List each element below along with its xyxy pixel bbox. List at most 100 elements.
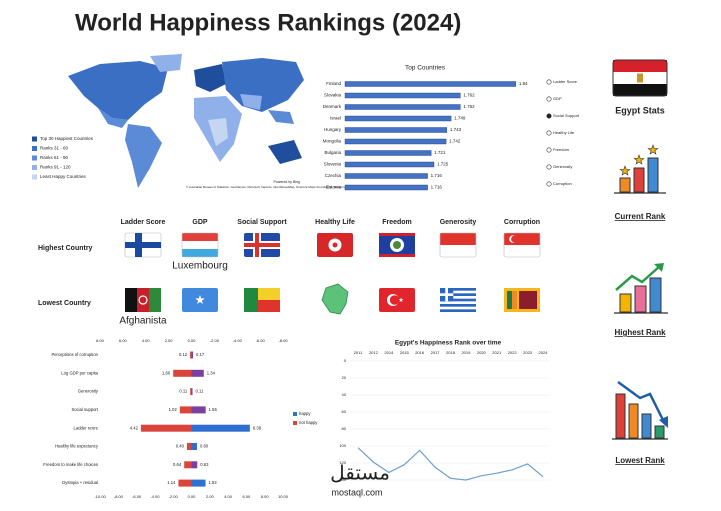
- flag-singapore: [503, 232, 541, 258]
- radio-button[interactable]: [546, 113, 552, 119]
- radio-label[interactable]: Healthy Life: [553, 130, 575, 135]
- column-header: GDP: [192, 219, 208, 226]
- x-tick-label: 2017: [431, 350, 441, 355]
- x-tick-label: 2020: [477, 350, 487, 355]
- legend-label: not happy: [299, 420, 318, 425]
- value-label: 0.17: [196, 352, 205, 357]
- flag-indonesia: [439, 232, 477, 258]
- value-label: 1.725: [437, 162, 449, 167]
- value-label: 6.38: [253, 425, 262, 430]
- y-tick-label: 40: [342, 392, 347, 397]
- watermark-arabic: مستقل: [330, 462, 390, 484]
- category-label: Generosity: [78, 389, 99, 394]
- bar: [344, 173, 428, 179]
- flag-hong-kong: [317, 233, 353, 257]
- value-label: 4.42: [130, 425, 139, 430]
- radio-button[interactable]: [546, 130, 552, 136]
- x2-tick-label: 6.00: [119, 338, 128, 343]
- radio-button[interactable]: [546, 79, 552, 85]
- column-header: Corruption: [504, 219, 540, 226]
- x-tick-label: -6.00: [132, 494, 142, 499]
- radio-label[interactable]: Freedom: [553, 147, 570, 152]
- map-attribution: © Australian Bureau of Statistics, GeoNa…: [186, 185, 355, 189]
- legend-swatch: [293, 421, 297, 425]
- flag-sri-lanka: [504, 288, 540, 312]
- current-rank-icon: [614, 144, 666, 194]
- value-label: 1.716: [431, 173, 443, 178]
- sidebar-link[interactable]: Highest Rank: [614, 328, 666, 337]
- x-tick-label: 2023: [523, 350, 533, 355]
- watermark-latin: mostaql.com: [331, 487, 382, 497]
- category-label: Slovenia: [324, 162, 342, 167]
- sidebar-link[interactable]: Current Rank: [615, 212, 666, 221]
- x2-tick-label: -8.00: [278, 338, 288, 343]
- bar: [191, 424, 250, 432]
- value-label: 1.14: [167, 480, 176, 485]
- value-label: 1.716: [431, 185, 443, 190]
- radio-button[interactable]: [546, 147, 552, 153]
- chart-title: Top Countries: [405, 65, 446, 72]
- radio-label[interactable]: GDP: [553, 96, 562, 101]
- column-header: Social Support: [237, 219, 287, 226]
- radio-button[interactable]: [546, 96, 552, 102]
- y-tick-label: 0: [344, 358, 347, 363]
- radio-label[interactable]: Social Support: [553, 113, 580, 118]
- map-credit: Powered by Bing: [274, 180, 301, 184]
- x-tick-label: 6.00: [243, 494, 252, 499]
- category-label: Czechia: [325, 173, 342, 178]
- value-label: 1.743: [450, 127, 462, 132]
- category-label: Healthy life expectancy: [55, 444, 99, 449]
- x-tick-label: 4.00: [224, 494, 233, 499]
- y-tick-label: 60: [342, 409, 347, 414]
- flag-iceland: [244, 233, 280, 257]
- y-tick-label: 20: [342, 375, 347, 380]
- radio-label[interactable]: Corruption: [553, 181, 572, 186]
- x-tick-label: 2016: [415, 350, 425, 355]
- value-label: 1.60: [162, 370, 171, 375]
- value-label: 1.53: [208, 480, 217, 485]
- bar: [179, 406, 192, 414]
- flag-caption: Luxembourg: [172, 261, 228, 272]
- value-label: 1.02: [169, 407, 178, 412]
- x-tick-label: 8.00: [261, 494, 270, 499]
- value-label: 1.749: [454, 116, 466, 121]
- sidebar-link[interactable]: Lowest Rank: [615, 456, 665, 465]
- y-tick-label: 140: [339, 477, 346, 482]
- category-label: Slovakia: [324, 93, 342, 98]
- bar: [191, 369, 204, 377]
- bar: [191, 461, 198, 469]
- bar: [190, 388, 192, 396]
- y-tick-label: 100: [339, 443, 346, 448]
- map-legend-label: Least Happy Countries: [40, 174, 87, 179]
- map-legend-swatch: [32, 165, 37, 170]
- bar: [190, 351, 192, 359]
- x-tick-label: 2014: [384, 350, 394, 355]
- map-legend-swatch: [32, 155, 37, 161]
- category-label: Perceptions of corruption: [51, 352, 98, 357]
- sidebar-heading: Egypt Stats: [615, 105, 665, 115]
- map-legend-label: Ranks 91 - 120: [40, 165, 71, 170]
- lowest-rank-icon: [612, 380, 668, 440]
- bar: [344, 92, 461, 99]
- radio-label[interactable]: Ladder Score: [553, 79, 578, 84]
- bar: [191, 388, 193, 396]
- category-label: Israel: [330, 116, 341, 121]
- radio-button[interactable]: [546, 181, 552, 187]
- value-label: 1.84: [519, 81, 528, 86]
- map-legend-swatch: [32, 136, 37, 142]
- x-tick-label: 2015: [400, 350, 410, 355]
- value-label: 1.55: [209, 407, 218, 412]
- flag-belize: [379, 233, 415, 257]
- radio-label[interactable]: Generosity: [553, 164, 572, 169]
- bar: [344, 81, 517, 87]
- value-label: 1.762: [463, 104, 475, 109]
- value-label: 1.742: [449, 139, 461, 144]
- x2-tick-label: 4.00: [142, 338, 151, 343]
- x2-tick-label: 0.00: [188, 338, 197, 343]
- column-header: Ladder Score: [121, 219, 166, 226]
- value-label: 1.34: [207, 370, 216, 375]
- flag-finland: [124, 232, 162, 258]
- category-label: Log GDP per capita: [61, 370, 98, 375]
- x-tick-label: 2011: [354, 350, 363, 355]
- radio-button[interactable]: [546, 164, 552, 170]
